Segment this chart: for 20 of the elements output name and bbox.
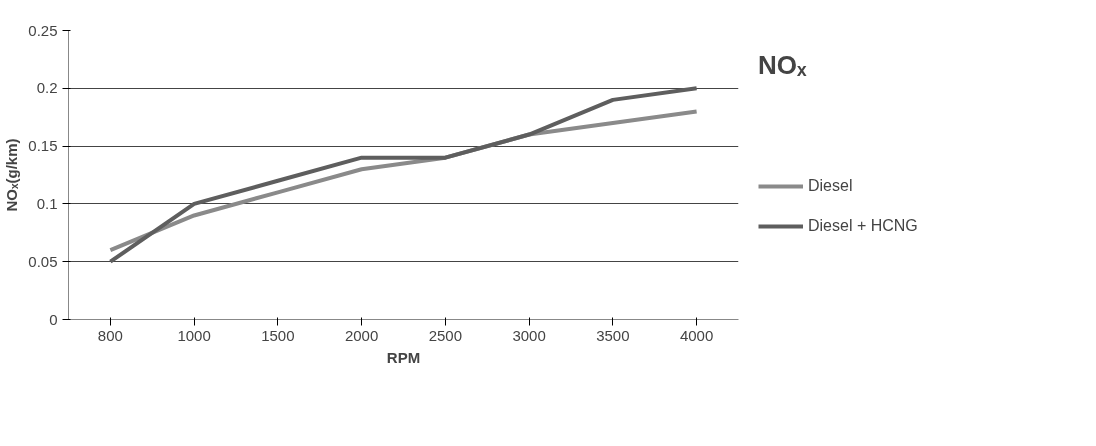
x-tick-label: 1000 xyxy=(177,326,211,344)
legend-label: Diesel + HCNG xyxy=(808,217,918,235)
y-tick-label: 0.15 xyxy=(28,137,58,155)
y-axis-title: NOₓ(g/km) xyxy=(3,138,21,212)
x-tick-label: 2000 xyxy=(344,326,379,344)
y-tick-label: 0.2 xyxy=(36,79,58,97)
y-tick-label: 0.25 xyxy=(28,21,58,39)
x-tick-label: 1500 xyxy=(261,326,295,344)
x-tick-label: 4000 xyxy=(679,326,714,344)
x-tick-label: 3500 xyxy=(596,326,630,344)
y-tick-label: 0 xyxy=(49,310,58,328)
x-axis-title: RPM xyxy=(386,348,421,366)
y-tick-label: 0.1 xyxy=(36,194,58,212)
line-series xyxy=(108,86,699,264)
legend-label: Diesel xyxy=(808,177,853,195)
x-tick-label: 800 xyxy=(97,326,123,344)
y-tick-label: 0.05 xyxy=(28,252,58,270)
x-tick-label: 2500 xyxy=(428,326,463,344)
x-tick-label: 3000 xyxy=(512,326,546,344)
text: NOₓ xyxy=(758,50,808,81)
